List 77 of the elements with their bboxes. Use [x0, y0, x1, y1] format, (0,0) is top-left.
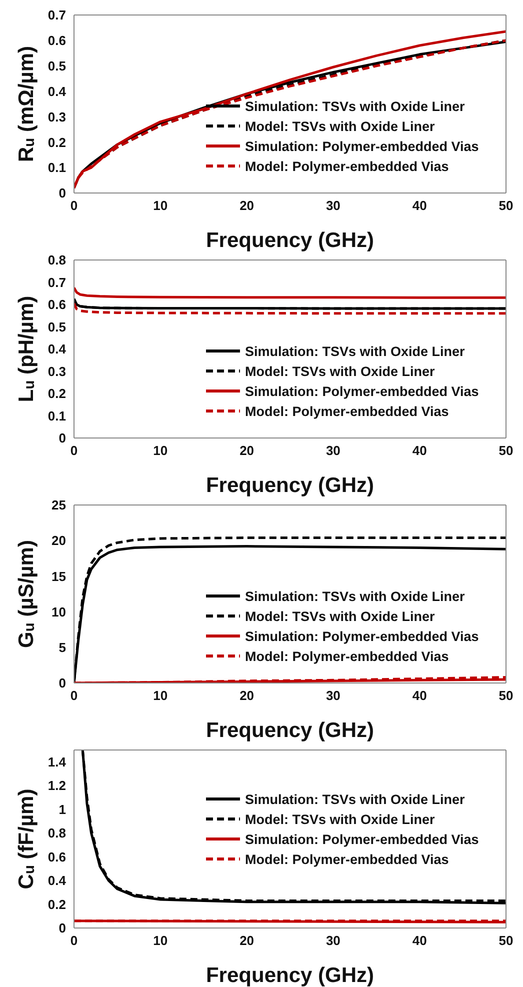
y-tick-label: 0.6	[48, 849, 66, 864]
legend-label: Model: TSVs with Oxide Liner	[245, 608, 435, 624]
y-tick-label: 1	[58, 802, 66, 817]
y-tick-label: 15	[52, 568, 66, 584]
x-tick-label: 30	[326, 933, 340, 948]
x-axis-title: Frequency (GHz)	[206, 474, 374, 497]
legend-label: Model: Polymer-embedded Vias	[245, 648, 449, 664]
legend-label: Simulation: Polymer-embedded Vias	[245, 138, 479, 154]
line-series	[74, 302, 506, 315]
x-tick-label: 30	[326, 198, 340, 214]
x-tick-label: 0	[70, 198, 78, 214]
x-axis-title: Frequency (GHz)	[206, 229, 374, 252]
y-tick-label: 0.4	[48, 84, 67, 99]
y-tick-label: 10	[52, 604, 66, 620]
y-tick-label: 0	[58, 676, 66, 691]
y-tick-label: 0.5	[48, 58, 66, 74]
y-tick-label: 5	[58, 640, 66, 656]
y-tick-label: 0	[58, 430, 66, 446]
x-tick-label: 20	[240, 688, 254, 704]
x-tick-label: 0	[70, 443, 78, 458]
x-tick-label: 10	[153, 933, 168, 948]
y-tick-label: 25	[52, 498, 66, 513]
legend-label: Model: TSVs with Oxide Liner	[245, 364, 435, 378]
x-tick-label: 50	[498, 198, 514, 214]
x-tick-label: 50	[498, 933, 514, 948]
x-tick-label: 10	[153, 688, 168, 704]
x-tick-label: 50	[498, 443, 514, 458]
x-tick-label: 20	[240, 443, 254, 458]
x-axis-title: Frequency (GHz)	[206, 964, 374, 987]
y-tick-label: 0	[58, 186, 66, 201]
legend-label: Simulation: Polymer-embedded Vias	[245, 832, 479, 846]
y-tick-label: 0.7	[48, 8, 66, 23]
x-tick-label: 50	[498, 688, 514, 704]
y-tick-label: 0.6	[48, 297, 66, 312]
y-tick-label: 0.2	[48, 896, 66, 912]
x-tick-label: 20	[240, 198, 254, 214]
x-tick-label: 0	[70, 933, 78, 948]
legend-label: Simulation: TSVs with Oxide Liner	[245, 792, 465, 806]
legend-label: Simulation: Polymer-embedded Vias	[245, 628, 479, 644]
y-tick-label: 0.4	[48, 873, 67, 888]
y-tick-label: 0.8	[48, 826, 66, 841]
legend-label: Model: TSVs with Oxide Liner	[245, 118, 435, 134]
y-tick-label: 20	[52, 533, 66, 548]
legend-label: Model: Polymer-embedded Vias	[245, 852, 449, 866]
y-tick-label: 0.3	[48, 364, 66, 379]
x-tick-label: 40	[412, 198, 427, 214]
y-tick-label: 0.8	[48, 252, 66, 268]
legend-label: Model: Polymer-embedded Vias	[245, 158, 449, 174]
x-tick-label: 30	[326, 688, 340, 704]
y-tick-label: 0	[58, 920, 66, 936]
x-tick-label: 10	[153, 198, 168, 214]
x-tick-label: 40	[412, 688, 427, 704]
legend-label: Simulation: TSVs with Oxide Liner	[245, 588, 465, 604]
y-tick-label: 0.2	[48, 134, 66, 150]
y-tick-label: 0.3	[48, 109, 66, 124]
legend-label: Simulation: Polymer-embedded Vias	[245, 384, 479, 398]
y-tick-label: 0.2	[48, 386, 66, 402]
y-tick-label: 0.5	[48, 319, 66, 334]
legend-label: Simulation: TSVs with Oxide Liner	[245, 344, 465, 358]
y-tick-label: 0.6	[48, 33, 66, 48]
x-tick-label: 20	[240, 933, 254, 948]
y-tick-label: 0.1	[48, 408, 66, 424]
x-tick-label: 0	[70, 688, 78, 704]
legend-label: Model: Polymer-embedded Vias	[245, 404, 449, 418]
y-tick-label: 1.4	[48, 754, 67, 770]
x-axis-title: Frequency (GHz)	[206, 719, 374, 742]
y-tick-label: 0.7	[48, 274, 66, 290]
x-tick-label: 30	[326, 443, 340, 458]
x-tick-label: 40	[412, 443, 427, 458]
line-series	[74, 286, 506, 299]
x-tick-label: 40	[412, 933, 427, 948]
y-tick-label: 0.1	[48, 160, 66, 176]
x-tick-label: 10	[153, 443, 168, 458]
y-tick-label: 0.4	[48, 342, 67, 357]
legend-label: Model: TSVs with Oxide Liner	[245, 812, 435, 826]
y-tick-label: 1.2	[48, 778, 66, 794]
legend-label: Simulation: TSVs with Oxide Liner	[245, 98, 465, 114]
